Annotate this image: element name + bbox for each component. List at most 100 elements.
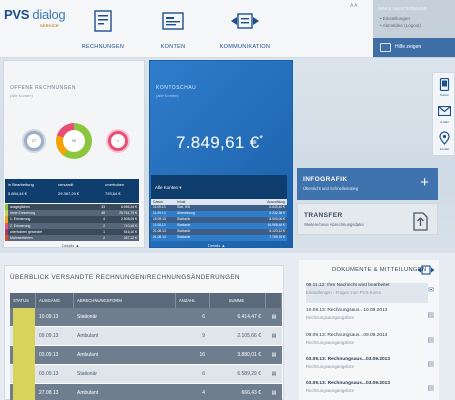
status-bar (13, 327, 35, 346)
user-box: MAKS MUSTERMANN • Einstellungen • Abmeld… (373, 0, 455, 58)
document-subtitle: Einstellungen - Fragen zum PVS-Konto (306, 290, 381, 295)
settings-link[interactable]: • Einstellungen (380, 16, 410, 21)
phone-icon (439, 78, 450, 91)
status-color-swatch (5, 210, 8, 217)
list-item[interactable]: 09.09.13: Rechnungsaus...09.09.2013 Rech… (306, 333, 434, 353)
list-item[interactable]: 03.09.13: Rechnungsaus...03.09.2013 Rech… (306, 381, 434, 400)
tile-subtitle: Übersicht und Schnelleinstieg (303, 186, 359, 191)
tile-title: INFOGRAFIK (303, 176, 348, 183)
document-icon[interactable]: ▤ (271, 371, 277, 377)
document-title: 09.09.13: Rechnungsaus...09.09.2013 (306, 333, 388, 338)
panel-subtitle: (alle Konten) (10, 93, 33, 98)
table-row[interactable]: 27.08.13 Ambulant 4 666,43 € ▤ (10, 384, 282, 400)
invoice-status-table: ausgeglichen 33 6.066,34 € ohne Erinnerung… (5, 204, 139, 242)
account-filter-dropdown[interactable]: Alle Konten ▾ (151, 175, 287, 199)
table-row[interactable]: 10.09.13 Stationär 6 6.414,47 € ▤ (10, 308, 282, 327)
status-color-swatch (5, 234, 8, 242)
table-row[interactable]: 15.09.13 Stationär 8.000,00 € (151, 217, 287, 223)
table-row[interactable]: 11.09.13 Stat. HSt 6.649,40 € (151, 205, 287, 211)
plus-icon: + (420, 174, 429, 191)
help-button[interactable]: Hilfe zeigen (373, 38, 455, 57)
tile-subtitle: Weitere/neue Abrechnungsdatei (304, 222, 364, 227)
transfer-tile[interactable]: TRANSFER Weitere/neue Abrechnungsdatei (297, 203, 438, 235)
document-title: 10.09.13: Rechnungsaus...10.09.2013 (306, 308, 388, 313)
document-icon[interactable]: ▤ (271, 333, 277, 339)
status-bar (13, 365, 35, 384)
invoices-details-link[interactable]: Details ▲ (62, 243, 80, 248)
table-row[interactable]: 01.08.13 Stationär 7.789,76 € (151, 235, 287, 241)
account-balance: 7.849,61 €* (176, 133, 264, 152)
table-row[interactable]: 03.09.13 Ambulant 16 3.880,01 € ▤ (10, 346, 282, 365)
sent-invoices-overview: ÜBERBLICK VERSANDTE RECHNUNGEN/RECHNUNGS… (4, 265, 284, 400)
table-row[interactable]: 21.08.13 Stationär 8.123,12 € (151, 229, 287, 235)
communication-icon (231, 13, 259, 29)
list-item[interactable]: 03.09.13: Rechnungsaus...03.09.2013 Rech… (306, 357, 434, 377)
sidebar-item-phone[interactable]: Telefon (435, 75, 454, 101)
pvs-dialog-logo[interactable]: PVS dialog SERVICE (4, 7, 66, 28)
table-row[interactable]: 1. Erinnerung 4 2.508,05 € (5, 216, 139, 223)
table-row[interactable]: 03.09.13 Stationär 6 6.589,29 € ▤ (10, 365, 282, 384)
sidebar-item-mail[interactable]: E-Mail (435, 102, 454, 128)
document-subtitle: Rechnungsausgangsliste (306, 364, 355, 369)
status-color-swatch (5, 204, 8, 211)
table-row[interactable]: unerhoben/ gesendet 1 516,10 € (5, 228, 139, 235)
panel-subtitle: (alle Konten) (156, 93, 179, 98)
sidebar-item-kontakt[interactable]: Kontakt (435, 129, 454, 155)
table-row[interactable]: 11.09.13 Abrechnung 5.232,38 € (151, 211, 287, 217)
section-title: ÜBERBLICK VERSANDTE RECHNUNGEN/RECHNUNGS… (10, 274, 240, 281)
donut-unerhoben[interactable]: 1 (106, 129, 130, 153)
nav-konten-label: KONTEN (160, 44, 186, 50)
document-subtitle: Rechnungsausgangsliste (306, 315, 355, 320)
logout-link[interactable]: • Abmelden (Logout) (380, 23, 421, 28)
open-invoices-panel[interactable]: OFFENE RECHNUNGEN (alle Konten) 27 95 1 … (3, 60, 145, 248)
infografik-tile[interactable]: INFOGRAFIK Übersicht und Schnelleinstieg… (297, 168, 438, 200)
donut-in-progress[interactable]: 27 (22, 129, 46, 153)
document-subtitle: Rechnungsausgangsliste (306, 340, 355, 345)
status-bar (13, 384, 35, 400)
table-row[interactable]: ausgeglichen 33 6.066,34 € (5, 204, 139, 211)
donut-sent[interactable]: 95 (56, 123, 92, 159)
mail-icon (438, 106, 451, 116)
document-icon: ▤ (427, 337, 434, 344)
list-item[interactable]: 10.09.13: Rechnungsaus...10.09.2013 Rech… (306, 308, 434, 328)
table-row[interactable]: ohne Erinnerung 48 25.761,75 € (5, 210, 139, 217)
table-row[interactable]: 2. Erinnerung 2 710,16 € (5, 222, 139, 229)
document-icon[interactable]: ▤ (271, 390, 277, 396)
document-icon[interactable]: ▤ (271, 314, 277, 320)
section-title: DOKUMENTE & MITTEILUNGEN (332, 267, 427, 273)
status-bar (13, 308, 35, 327)
document-subtitle: Rechnungsausgangsliste (306, 388, 355, 393)
tile-title: TRANSFER (304, 212, 343, 219)
table-row[interactable]: Mahnverfahren 2 267,12 € (5, 234, 139, 242)
help-screen-icon (380, 43, 391, 52)
nav-rechnungen[interactable]: RECHNUNGEN (72, 0, 134, 58)
panel-title: OFFENE RECHNUNGEN (10, 85, 77, 91)
contact-sidebar: Telefon E-Mail Kontakt (432, 72, 455, 156)
table-header: STATUS AUSGANG ABRECHNUNGSFORM ANZAHL SU… (10, 293, 282, 308)
account-table-header: Datum Inhalt Auszahlung (151, 199, 287, 205)
document-icon: ▤ (427, 312, 434, 319)
document-icon: ▤ (427, 361, 434, 368)
account-details-link[interactable]: Details ▲ (208, 243, 226, 248)
nav-kommunikation-label: KOMMUNIKATION (219, 44, 271, 50)
help-button-label: Hilfe zeigen (395, 44, 422, 50)
font-size-controls[interactable]: A A (350, 3, 358, 9)
upload-document-icon (413, 212, 428, 231)
account-overview-panel[interactable]: KONTOSCHAU (alle Konten) 7.849,61 €* All… (149, 60, 293, 248)
document-icon[interactable]: ▤ (271, 352, 277, 358)
table-row[interactable]: 09.09.13 Ambulant 9 2.105,66 € ▤ (10, 327, 282, 346)
communication-icon[interactable] (417, 264, 435, 276)
nav-rechnungen-label: RECHNUNGEN (81, 44, 125, 50)
invoices-icon (94, 10, 112, 32)
panel-title: KONTOSCHAU (156, 85, 197, 91)
document-icon: ▤ (427, 385, 434, 392)
status-color-swatch (5, 222, 8, 229)
logo-subtitle: SERVICE (40, 23, 59, 28)
list-item[interactable]: 08.11.13: Ihre Nachricht wird bearbeitet… (306, 283, 434, 303)
nav-kommunikation[interactable]: KOMMUNIKATION (212, 0, 278, 58)
nav-konten[interactable]: KONTEN (142, 0, 204, 58)
table-row[interactable]: 11.08.13 Stationär 16.968,46 € (151, 223, 287, 229)
documents-panel: DOKUMENTE & MITTEILUNGEN (299, 260, 439, 400)
mail-icon: ✉ (428, 287, 434, 294)
document-title: 08.11.13: Ihre Nachricht wird bearbeitet (306, 283, 390, 288)
